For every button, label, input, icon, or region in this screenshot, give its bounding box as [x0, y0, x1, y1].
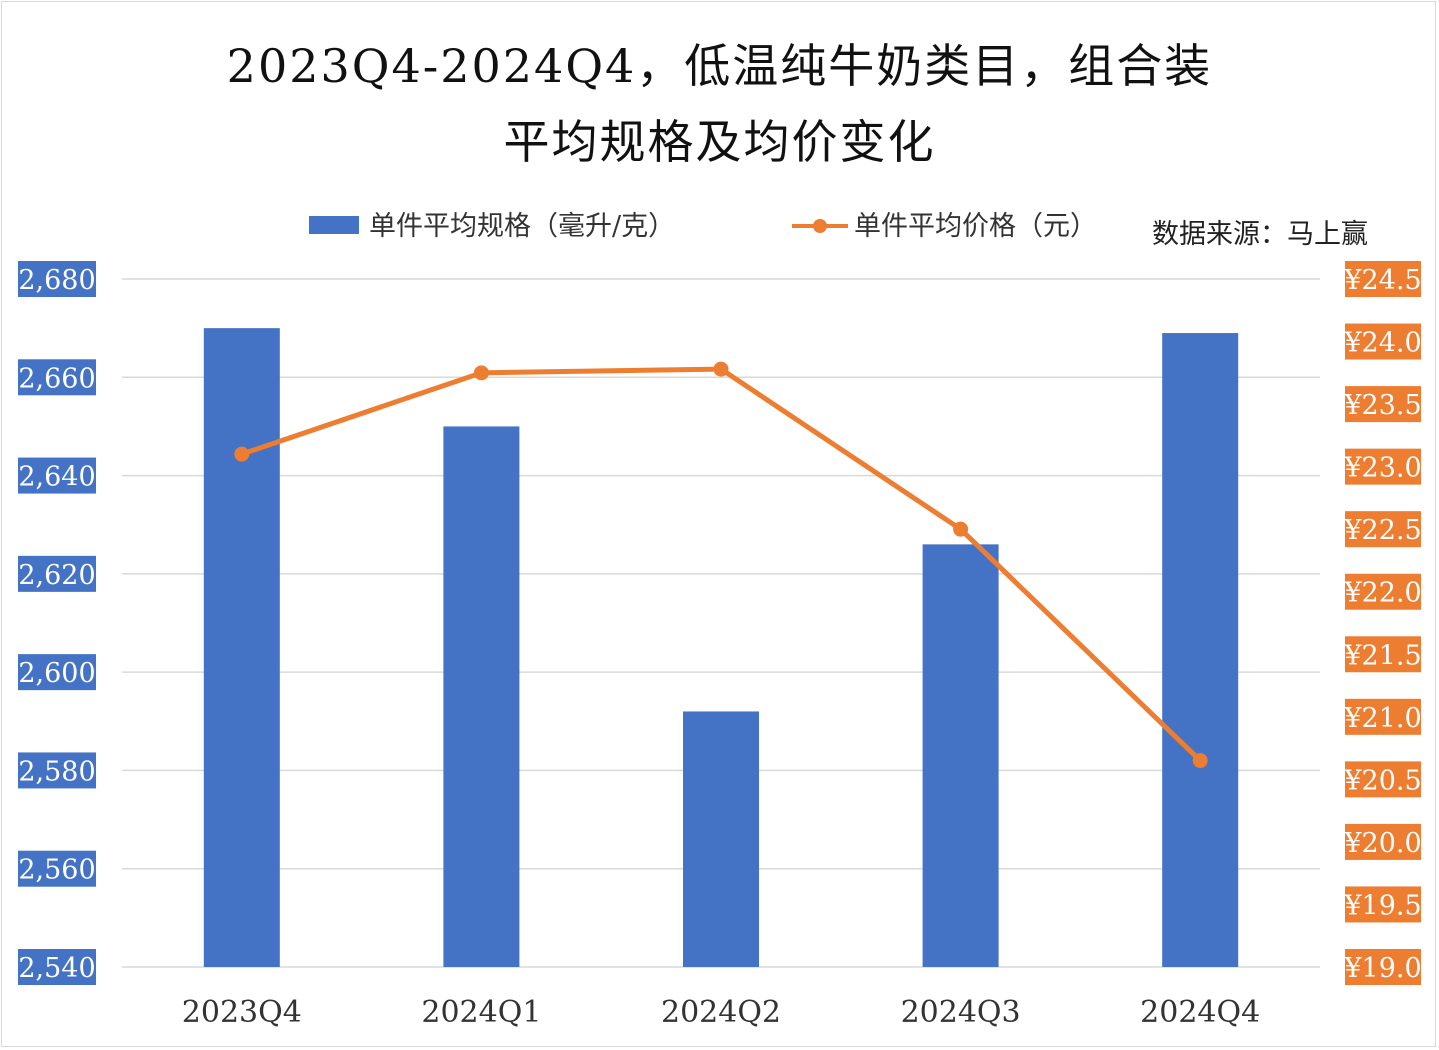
left-tick-bg: [18, 457, 96, 494]
right-tick-label: ¥23.0: [1343, 453, 1421, 484]
left-tick-bg: [18, 949, 96, 985]
right-tick-bg: [1345, 323, 1421, 360]
left-tick-bg: [18, 654, 96, 691]
x-tick-label: 2024Q2: [661, 995, 781, 1030]
bar-2024Q1: [443, 426, 520, 967]
chart-title-line2: 平均规格及均价变化: [503, 115, 936, 169]
right-tick-label: ¥24.0: [1343, 328, 1421, 359]
x-tick-label: 2024Q4: [1140, 995, 1260, 1030]
left-tick-label: 2,620: [18, 560, 95, 591]
left-tick-label: 2,600: [18, 658, 95, 689]
price-point-2024Q4: [1192, 753, 1208, 769]
source-note: 数据来源：马上赢: [1152, 219, 1368, 250]
right-tick-label: ¥20.0: [1343, 828, 1421, 859]
x-tick-label: 2024Q1: [421, 995, 541, 1030]
legend: 单件平均规格（毫升/克） 单件平均价格（元）: [0, 200, 1439, 244]
right-tick-bg: [1345, 636, 1421, 673]
right-tick-bg: [1345, 949, 1421, 985]
left-tick-label: 2,660: [18, 363, 95, 394]
right-tick-label: ¥23.5: [1343, 390, 1421, 421]
right-tick-label: ¥21.5: [1343, 640, 1421, 671]
bar-2023Q4: [203, 328, 280, 968]
bar-2024Q2: [683, 711, 759, 967]
right-tick-bg: [1345, 511, 1421, 548]
right-tick-label: ¥19.0: [1343, 953, 1421, 984]
left-tick-bg: [18, 359, 96, 396]
right-tick-bg: [1345, 886, 1421, 923]
bar-2024Q3: [922, 544, 999, 967]
left-tick-bg: [18, 850, 96, 887]
legend-bar-swatch: [309, 216, 359, 234]
right-tick-bg: [1345, 573, 1421, 610]
right-tick-label: ¥22.5: [1343, 515, 1421, 546]
x-tick-label: 2024Q3: [901, 995, 1021, 1030]
right-tick-bg: [1345, 698, 1421, 735]
left-tick-label: 2,560: [18, 855, 95, 886]
bars: [203, 328, 1239, 968]
price-point-2024Q2: [713, 361, 729, 377]
chart-title: 2023Q4-2024Q4，低温纯牛奶类目，组合装 平均规格及均价变化: [0, 28, 1439, 180]
right-tick-bg: [1345, 448, 1421, 485]
chart-title-line1: 2023Q4-2024Q4，低温纯牛奶类目，组合装: [226, 39, 1213, 93]
x-axis-ticks: 2023Q4 2024Q1 2024Q2 2024Q3 2024Q4: [182, 995, 1260, 1030]
legend-line-marker: [813, 219, 827, 233]
price-series-line: [240, 366, 1202, 763]
left-tick-bg: [18, 752, 96, 789]
left-axis-ticks: 2,540 2,560 2,580 2,600 2,620 2,640 2,660 2,680: [18, 261, 96, 985]
right-tick-label: ¥22.0: [1343, 578, 1421, 609]
right-tick-bg: [1345, 823, 1421, 860]
right-tick-label: ¥21.0: [1343, 703, 1421, 734]
left-tick-bg: [18, 261, 96, 297]
right-axis-ticks: ¥19.0 ¥19.5 ¥20.0 ¥20.5 ¥21.0 ¥21.5 ¥22.0 ¥22.5…: [1343, 261, 1422, 985]
legend-line-label: 单件平均价格（元）: [854, 211, 1097, 242]
left-tick-label: 2,640: [18, 462, 95, 493]
right-tick-bg: [1345, 261, 1421, 297]
right-tick-label: ¥20.5: [1343, 765, 1421, 796]
left-tick-label: 2,680: [18, 265, 95, 296]
left-tick-bg: [18, 555, 96, 592]
left-tick-label: 2,540: [18, 953, 95, 984]
left-tick-label: 2,580: [18, 756, 95, 787]
right-tick-label: ¥19.5: [1343, 890, 1421, 921]
price-point-2024Q3: [953, 521, 969, 537]
right-tick-label: ¥24.5: [1343, 265, 1421, 296]
price-point-2024Q1: [473, 365, 489, 381]
right-tick-bg: [1345, 761, 1421, 798]
price-line: [234, 361, 1208, 769]
right-tick-bg: [1345, 386, 1421, 423]
x-tick-label: 2023Q4: [182, 995, 302, 1030]
legend-bar-label: 单件平均规格（毫升/克）: [369, 211, 676, 242]
bar-2024Q4: [1162, 333, 1239, 967]
price-point-2023Q4: [234, 446, 250, 462]
